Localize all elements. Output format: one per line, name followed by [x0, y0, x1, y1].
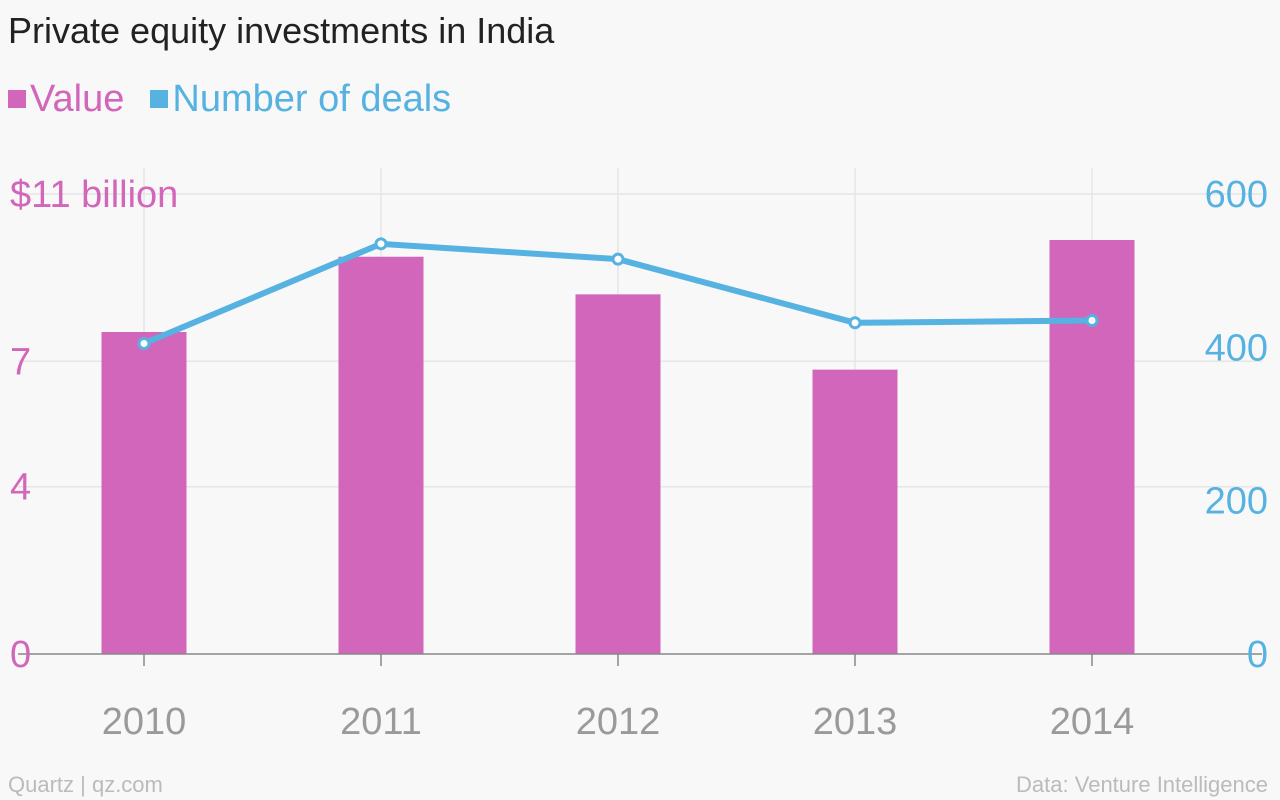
bar-2012	[575, 294, 661, 654]
x-tick-label-2014: 2014	[1050, 701, 1135, 743]
y-right-tick-label-3: 600	[1205, 174, 1268, 216]
bar-2011	[338, 256, 424, 654]
footer-source: Quartz | qz.com	[8, 772, 163, 797]
y-left-tick-label-0: 0	[10, 634, 31, 676]
point-deals-2013	[848, 316, 862, 330]
y-left-tick-label-1: 4	[10, 467, 31, 509]
legend-swatch-deals	[150, 90, 169, 108]
legend-entry-value: Value	[8, 78, 124, 121]
legend-swatch-value	[8, 90, 26, 108]
footer-data-credit: Data: Venture Intelligence	[1016, 772, 1268, 797]
point-deals-2012	[611, 252, 625, 266]
bar-2013	[812, 369, 898, 654]
x-tick-label-2013: 2013	[813, 701, 898, 743]
point-deals-2014	[1085, 314, 1099, 327]
legend: Value Number of deals	[8, 76, 477, 122]
x-tick-label-2010: 2010	[102, 701, 187, 743]
legend-entry-deals: Number of deals	[150, 78, 451, 121]
y-right-tick-label-2: 400	[1205, 327, 1268, 369]
x-tick-label-2011: 2011	[340, 701, 422, 743]
x-tick-label-2012: 2012	[576, 701, 661, 743]
bar-2010	[101, 332, 187, 654]
legend-label-value: Value	[30, 77, 125, 120]
legend-label-deals: Number of deals	[172, 77, 452, 120]
bar-2014	[1049, 240, 1135, 654]
point-deals-2011	[374, 237, 388, 251]
chart-title: Private equity investments in India	[8, 10, 555, 51]
y-left-tick-label-3: $11 billion	[10, 174, 178, 216]
y-right-tick-label-0: 0	[1247, 634, 1268, 676]
y-left-tick-label-2: 7	[10, 341, 31, 383]
y-right-tick-label-1: 200	[1205, 481, 1268, 523]
point-deals-2010	[137, 337, 151, 350]
